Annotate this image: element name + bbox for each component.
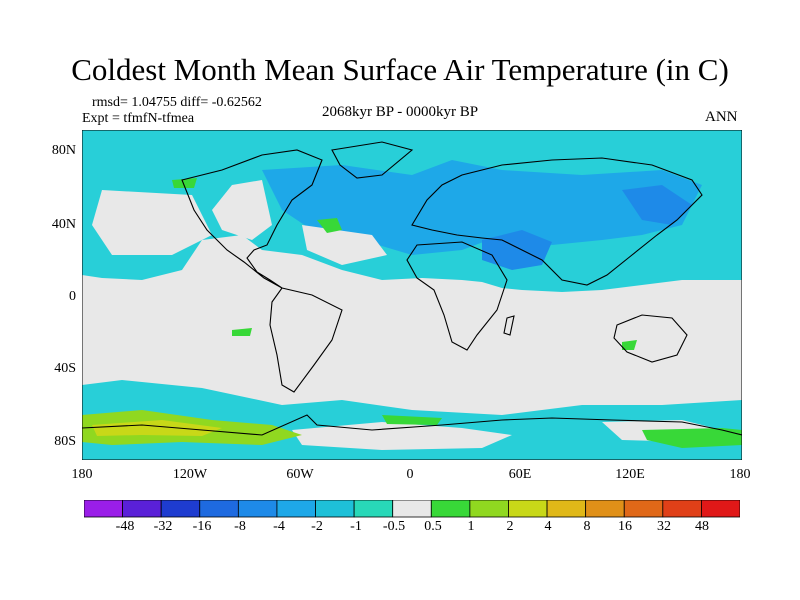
colorbar-swatch bbox=[623, 500, 664, 518]
field-warm-green bbox=[622, 340, 637, 350]
field-warm-green bbox=[172, 178, 197, 188]
colorbar-label: -0.5 bbox=[382, 519, 406, 534]
lon-label: 60W bbox=[286, 467, 314, 482]
lat-label: 40S bbox=[54, 361, 76, 376]
colorbar-swatch bbox=[430, 500, 471, 518]
colorbar-label: -1 bbox=[350, 519, 362, 534]
field-warm-green bbox=[232, 328, 252, 336]
coast-south-america bbox=[269, 287, 343, 393]
field-warm-green bbox=[317, 218, 342, 233]
season-text: ANN bbox=[705, 109, 738, 125]
temperature-anomaly-map bbox=[82, 130, 742, 460]
colorbar-label: 4 bbox=[544, 519, 552, 534]
colorbar-label: 1 bbox=[467, 519, 475, 534]
colorbar-label: -32 bbox=[153, 519, 173, 534]
anomaly-fields bbox=[82, 130, 742, 460]
field-north-deep bbox=[622, 185, 692, 225]
period-text: 2068kyr BP - 0000kyr BP bbox=[322, 104, 479, 120]
coastlines bbox=[82, 141, 742, 436]
field-tropics-gray bbox=[82, 305, 742, 400]
experiment-text: Expt = tfmfN-tfmea bbox=[82, 111, 195, 126]
colorbar-label: -48 bbox=[115, 519, 135, 534]
colorbar-label: 48 bbox=[695, 519, 709, 534]
coast-greenland bbox=[331, 141, 414, 179]
field-south-green bbox=[642, 428, 742, 448]
coast-africa bbox=[406, 241, 508, 351]
colorbar-swatch bbox=[84, 500, 123, 518]
lon-label: 60E bbox=[508, 467, 532, 482]
colorbar-swatch bbox=[353, 500, 394, 518]
colorbar-label: 2 bbox=[506, 519, 514, 534]
field-north-mid bbox=[262, 160, 702, 255]
colorbar-label: -4 bbox=[273, 519, 285, 534]
colorbar-swatch bbox=[546, 500, 587, 518]
colorbar-label: -16 bbox=[192, 519, 212, 534]
field-south-green bbox=[382, 415, 442, 425]
coast-eurasia bbox=[411, 157, 703, 286]
lon-label: 180 bbox=[71, 467, 93, 482]
lon-label: 120W bbox=[172, 467, 208, 482]
colorbar-label: -8 bbox=[234, 519, 246, 534]
coast-antarctica bbox=[82, 414, 742, 436]
coast-north-america bbox=[181, 149, 323, 289]
lat-label: 0 bbox=[69, 289, 76, 304]
field-gray-pacific bbox=[92, 190, 212, 255]
colorbar-swatch bbox=[199, 500, 239, 518]
colorbar-swatch bbox=[469, 500, 509, 518]
colorbar-swatch bbox=[585, 500, 625, 518]
colorbar-swatch bbox=[508, 500, 548, 518]
map-title: Coldest Month Mean Surface Air Temperatu… bbox=[71, 52, 729, 87]
colorbar-label: 8 bbox=[583, 519, 591, 534]
colorbar-swatch bbox=[392, 500, 432, 518]
field-gray-atlantic bbox=[212, 180, 272, 240]
lon-label: 180 bbox=[729, 467, 751, 482]
colorbar-label: -2 bbox=[311, 519, 323, 534]
colorbar-label: 0.5 bbox=[424, 519, 442, 534]
colorbar-label: 16 bbox=[618, 519, 632, 534]
colorbar-swatch bbox=[701, 500, 740, 518]
lat-label: 80N bbox=[51, 143, 76, 158]
colorbar-swatch bbox=[237, 500, 278, 518]
lat-label: 40N bbox=[51, 217, 76, 232]
colorbar-label: 32 bbox=[657, 519, 671, 534]
colorbar-swatch bbox=[122, 500, 162, 518]
lat-label: 80S bbox=[54, 434, 76, 449]
colorbar-swatch bbox=[160, 500, 201, 518]
colorbar-swatch bbox=[662, 500, 702, 518]
colorbar bbox=[84, 500, 740, 518]
colorbar-swatch bbox=[276, 500, 316, 518]
field-south-gray bbox=[292, 422, 512, 450]
lon-label: 0 bbox=[406, 467, 414, 482]
lon-label: 120E bbox=[615, 467, 645, 482]
colorbar-swatch bbox=[315, 500, 355, 518]
stats-text: rmsd= 1.04755 diff= -0.62562 bbox=[92, 95, 262, 110]
coast-madagascar bbox=[503, 315, 515, 336]
coast-australia bbox=[613, 314, 688, 363]
field-gray-atlantic2 bbox=[302, 225, 387, 265]
field-south-warm-strong bbox=[92, 420, 222, 436]
